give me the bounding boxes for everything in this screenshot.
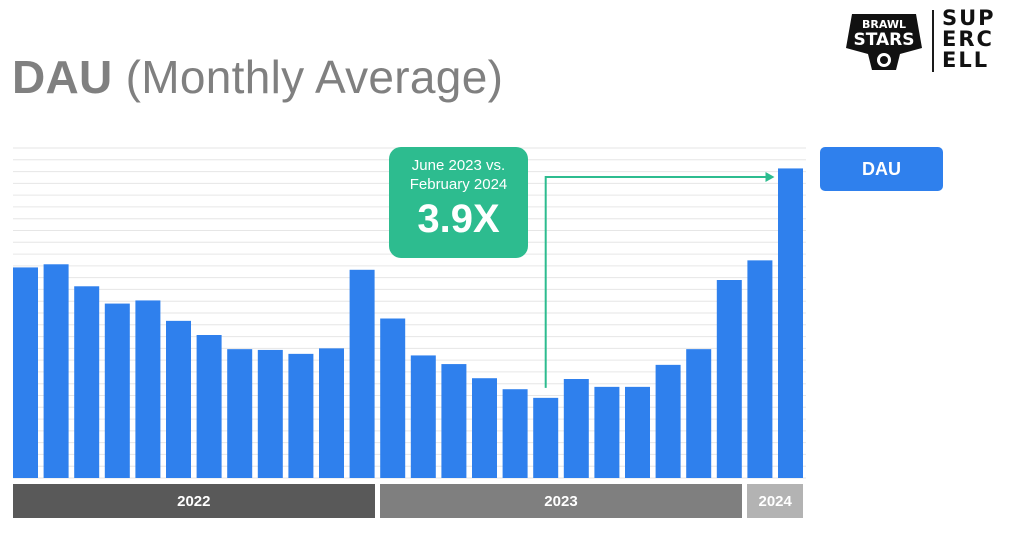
brawl-line2: STARS bbox=[853, 30, 914, 50]
supercell-line: ERC bbox=[942, 27, 994, 51]
bar-feb-2024 bbox=[778, 168, 803, 478]
annotation-arrow-head bbox=[765, 172, 775, 182]
bar-dec-2022 bbox=[349, 269, 375, 478]
title-bold: DAU bbox=[12, 51, 113, 103]
bar-jun-2023 bbox=[533, 397, 559, 478]
brawl-stars-logo: BRAWL STARS bbox=[846, 14, 922, 70]
bar-jan-2023 bbox=[380, 318, 406, 478]
bar-aug-2022 bbox=[227, 349, 253, 478]
legend-dau: DAU bbox=[820, 147, 943, 191]
bar-may-2023 bbox=[502, 389, 528, 478]
logo-divider bbox=[932, 10, 934, 72]
supercell-logo: SUP ERC ELL bbox=[942, 8, 1018, 71]
bar-jul-2022 bbox=[196, 335, 222, 478]
bar-apr-2022 bbox=[104, 303, 130, 478]
callout-line2: February 2024 bbox=[409, 176, 508, 193]
supercell-line: ELL bbox=[942, 48, 990, 72]
chart-title: DAU (Monthly Average) bbox=[12, 50, 503, 104]
callout-value: 3.9X bbox=[417, 197, 500, 241]
callout-box: June 2023 vs. February 2024 3.9X bbox=[389, 147, 528, 258]
bar-feb-2023 bbox=[410, 355, 436, 478]
year-band-2024: 2024 bbox=[747, 484, 803, 518]
title-rest: (Monthly Average) bbox=[112, 51, 504, 103]
bar-aug-2023 bbox=[594, 386, 620, 478]
bar-may-2022 bbox=[135, 300, 161, 478]
bar-mar-2023 bbox=[441, 364, 467, 478]
bar-nov-2023 bbox=[686, 349, 712, 478]
year-band-2023: 2023 bbox=[380, 484, 742, 518]
brawl-line1: BRAWL bbox=[862, 18, 906, 31]
bar-nov-2022 bbox=[319, 348, 344, 478]
logos: BRAWL STARS SUP ERC ELL bbox=[836, 4, 1018, 74]
year-band-2022: 2022 bbox=[13, 484, 375, 518]
bar-jun-2022 bbox=[166, 320, 191, 478]
bar-jan-2024 bbox=[747, 260, 773, 478]
annotation-arrow-line bbox=[544, 176, 767, 388]
bar-feb-2022 bbox=[43, 264, 69, 478]
bar-apr-2023 bbox=[472, 378, 497, 478]
callout-line1: June 2023 vs. bbox=[411, 157, 506, 174]
bar-jan-2022 bbox=[13, 267, 38, 478]
bar-sep-2023 bbox=[625, 386, 650, 478]
bar-dec-2023 bbox=[716, 280, 742, 478]
bar-mar-2022 bbox=[74, 286, 100, 478]
bar-oct-2023 bbox=[655, 364, 681, 478]
supercell-line: SUP bbox=[942, 6, 996, 30]
bar-oct-2022 bbox=[288, 353, 314, 478]
bar-jul-2023 bbox=[563, 379, 589, 478]
bar-sep-2022 bbox=[257, 349, 283, 478]
